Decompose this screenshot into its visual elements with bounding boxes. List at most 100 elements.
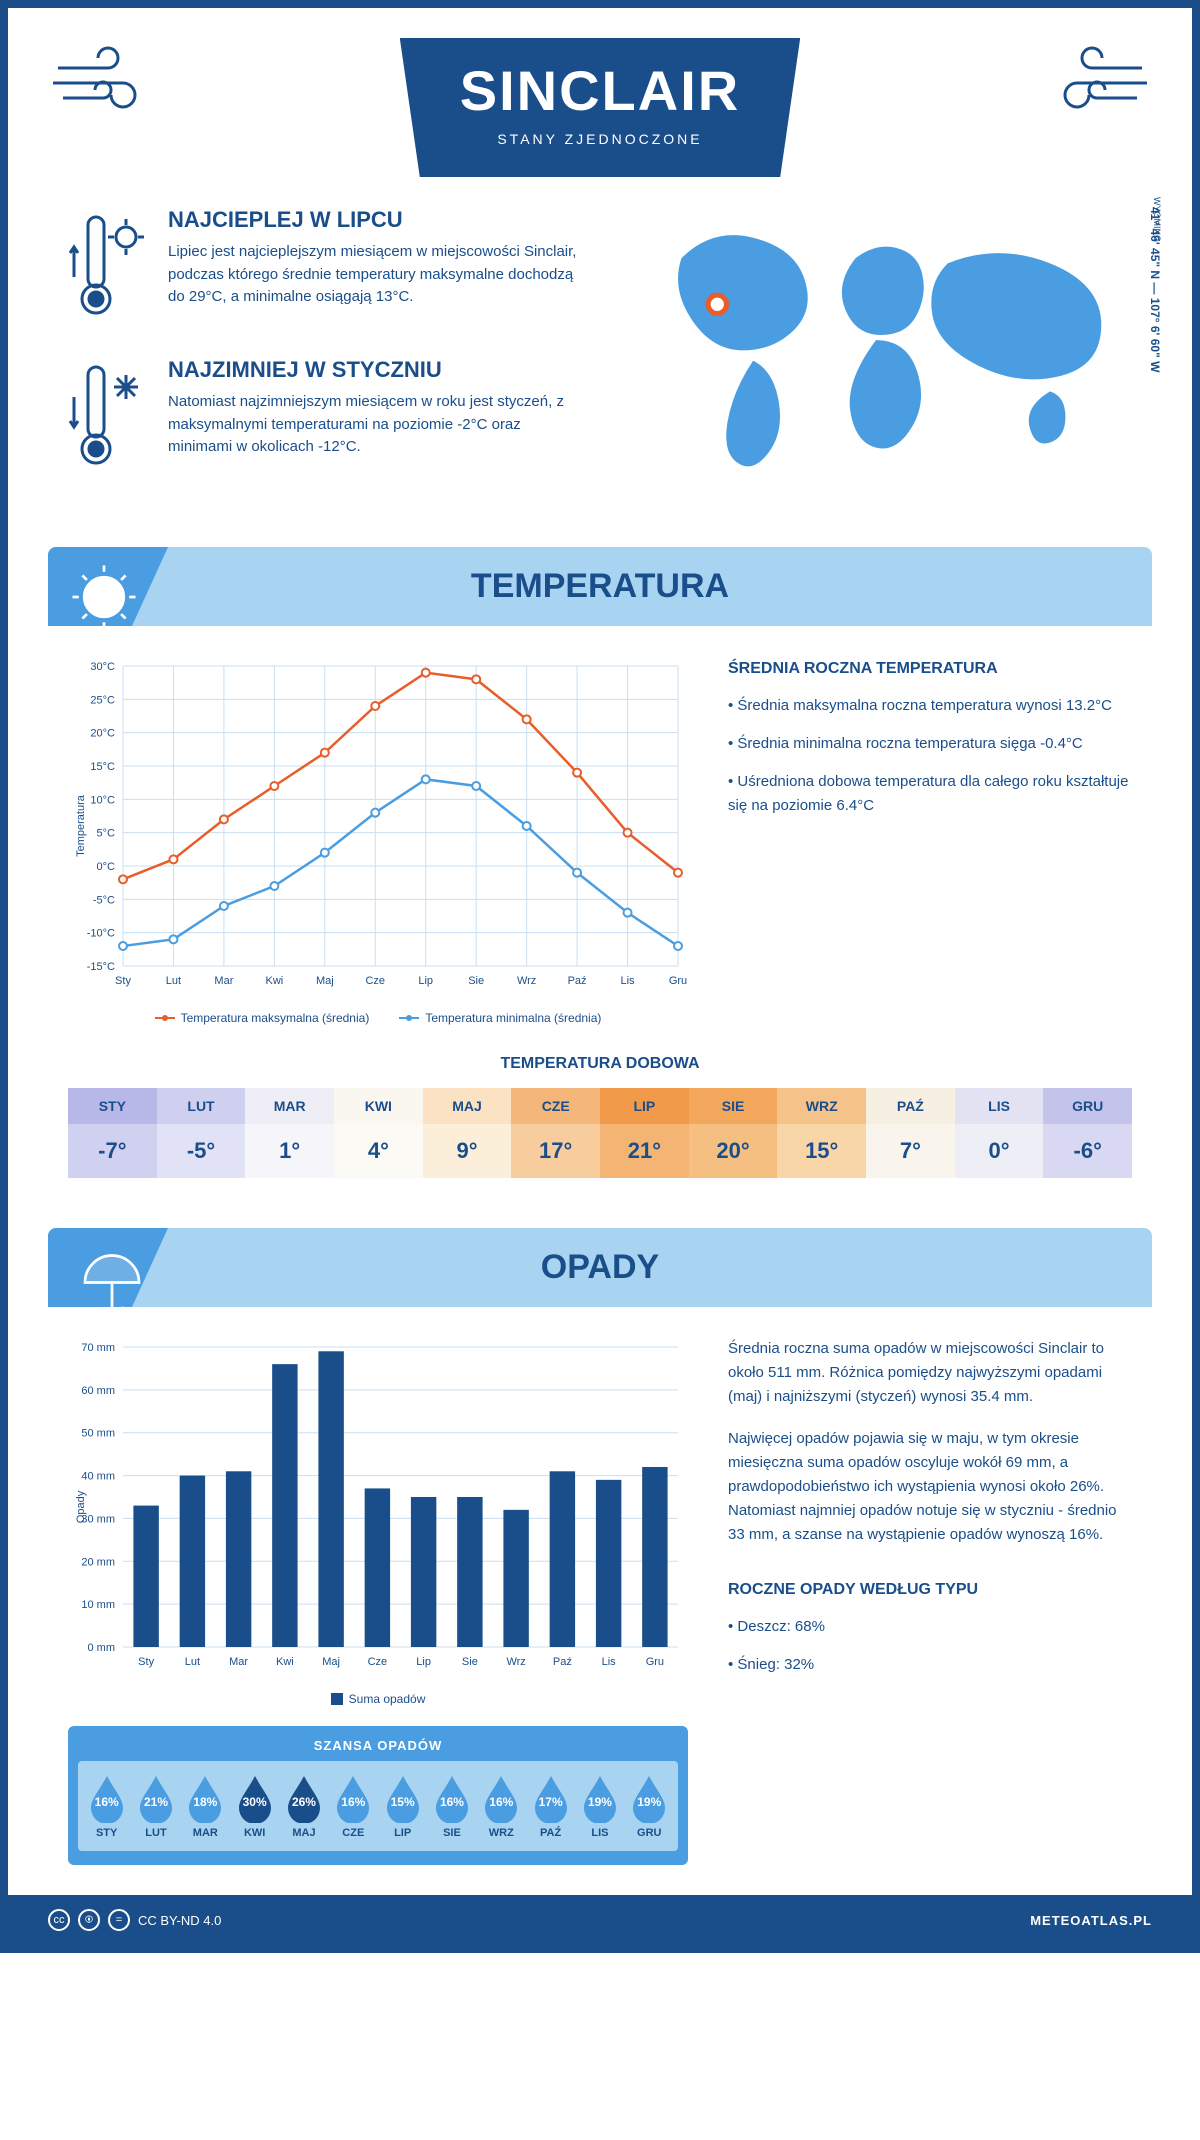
svg-text:Gru: Gru (669, 975, 687, 987)
svg-text:30°C: 30°C (90, 661, 115, 673)
svg-text:Cze: Cze (365, 975, 385, 987)
precip-legend: Suma opadów (68, 1692, 688, 1706)
svg-text:Opady: Opady (75, 1490, 87, 1523)
legend-min: Temperatura minimalna (średnia) (425, 1011, 601, 1025)
svg-text:20 mm: 20 mm (81, 1556, 115, 1568)
by-type-item: • Śnieg: 32% (728, 1653, 1132, 1677)
svg-text:Lut: Lut (166, 975, 181, 987)
temperature-line-chart: -15°C-10°C-5°C0°C5°C10°C15°C20°C25°C30°C… (68, 656, 688, 996)
thermometer-cold-icon (68, 357, 148, 477)
warmest-fact: NAJCIEPLEJ W LIPCU Lipiec jest najcieple… (68, 207, 580, 327)
svg-text:0°C: 0°C (97, 861, 116, 873)
svg-text:0 mm: 0 mm (88, 1642, 116, 1654)
daily-temp-cell: GRU-6° (1043, 1088, 1132, 1178)
svg-text:25°C: 25°C (90, 694, 115, 706)
drop-cell: 16%SIE (427, 1773, 476, 1839)
coordinates: 41° 46' 45" N — 107° 6' 60" W (1148, 207, 1162, 372)
license-text: CC BY-ND 4.0 (138, 1913, 221, 1928)
thermometer-hot-icon (68, 207, 148, 327)
svg-text:40 mm: 40 mm (81, 1471, 115, 1483)
svg-text:-5°C: -5°C (93, 894, 115, 906)
page-title: SINCLAIR (460, 58, 740, 123)
svg-text:Paź: Paź (553, 1656, 572, 1668)
by-icon: 🅯 (78, 1909, 100, 1931)
temperature-body: -15°C-10°C-5°C0°C5°C10°C15°C20°C25°C30°C… (8, 626, 1192, 1055)
drop-cell: 15%LIP (378, 1773, 427, 1839)
daily-temp-cell: STY-7° (68, 1088, 157, 1178)
temp-bullet: • Średnia minimalna roczna temperatura s… (728, 732, 1132, 756)
license: cc 🅯 = CC BY-ND 4.0 (48, 1909, 221, 1931)
drop-cell: 19%GRU (625, 1773, 674, 1839)
svg-text:70 mm: 70 mm (81, 1342, 115, 1354)
daily-temp-cell: PAŹ7° (866, 1088, 955, 1178)
daily-temp-cell: LUT-5° (157, 1088, 246, 1178)
by-type-title: ROCZNE OPADY WEDŁUG TYPU (728, 1577, 1132, 1603)
svg-text:Lis: Lis (621, 975, 636, 987)
svg-text:Paź: Paź (568, 975, 587, 987)
svg-text:10 mm: 10 mm (81, 1599, 115, 1611)
daily-temp-cell: SIE20° (689, 1088, 778, 1178)
precipitation-bar-chart: 0 mm10 mm20 mm30 mm40 mm50 mm60 mm70 mmS… (68, 1337, 688, 1677)
temp-info-title: ŚREDNIA ROCZNA TEMPERATURA (728, 656, 1132, 682)
temp-bullet: • Uśredniona dobowa temperatura dla całe… (728, 770, 1132, 818)
drop-cell: 30%KWI (230, 1773, 279, 1839)
temp-bullet: • Średnia maksymalna roczna temperatura … (728, 694, 1132, 718)
wind-icon-left (48, 38, 168, 118)
drop-cell: 21%LUT (131, 1773, 180, 1839)
footer: cc 🅯 = CC BY-ND 4.0 METEOATLAS.PL (8, 1895, 1192, 1945)
daily-temp-cell: LIP21° (600, 1088, 689, 1178)
svg-text:Wrz: Wrz (517, 975, 536, 987)
svg-text:60 mm: 60 mm (81, 1385, 115, 1397)
precip-paragraph: Najwięcej opadów pojawia się w maju, w t… (728, 1427, 1132, 1547)
daily-temp-section: TEMPERATURA DOBOWA STY-7°LUT-5°MAR1°KWI4… (8, 1055, 1192, 1208)
drop-cell: 16%CZE (329, 1773, 378, 1839)
precip-chance: SZANSA OPADÓW 16%STY21%LUT18%MAR30%KWI26… (68, 1726, 688, 1865)
svg-text:5°C: 5°C (97, 828, 116, 840)
by-type-item: • Deszcz: 68% (728, 1615, 1132, 1639)
precipitation-section-header: OPADY (48, 1228, 1152, 1307)
legend-max: Temperatura maksymalna (średnia) (181, 1011, 370, 1025)
svg-text:Sty: Sty (138, 1656, 154, 1668)
svg-text:50 mm: 50 mm (81, 1428, 115, 1440)
daily-temp-cell: KWI4° (334, 1088, 423, 1178)
title-banner: SINCLAIR STANY ZJEDNOCZONE (400, 38, 800, 177)
svg-text:Temperatura: Temperatura (75, 794, 87, 857)
svg-text:Sty: Sty (115, 975, 131, 987)
svg-text:Lis: Lis (602, 1656, 617, 1668)
coldest-title: NAJZIMNIEJ W STYCZNIU (168, 357, 580, 383)
svg-text:Sie: Sie (468, 975, 484, 987)
precip-paragraph: Średnia roczna suma opadów w miejscowośc… (728, 1337, 1132, 1409)
daily-temp-cell: WRZ15° (777, 1088, 866, 1178)
coldest-fact: NAJZIMNIEJ W STYCZNIU Natomiast najzimni… (68, 357, 580, 477)
svg-text:Lip: Lip (418, 975, 433, 987)
svg-text:Wrz: Wrz (506, 1656, 525, 1668)
svg-text:Lut: Lut (185, 1656, 200, 1668)
svg-text:Kwi: Kwi (265, 975, 283, 987)
daily-temp-cell: MAJ9° (423, 1088, 512, 1178)
warmest-text: Lipiec jest najcieplejszym miesiącem w m… (168, 241, 580, 309)
daily-temp-cell: MAR1° (245, 1088, 334, 1178)
svg-text:Mar: Mar (229, 1656, 248, 1668)
warmest-title: NAJCIEPLEJ W LIPCU (168, 207, 580, 233)
temperature-section-header: TEMPERATURA (48, 547, 1152, 626)
header: SINCLAIR STANY ZJEDNOCZONE (8, 8, 1192, 187)
daily-temp-title: TEMPERATURA DOBOWA (68, 1055, 1132, 1073)
precipitation-title: OPADY (68, 1248, 1132, 1287)
svg-text:Lip: Lip (416, 1656, 431, 1668)
wind-icon-right (1032, 38, 1152, 118)
svg-text:Maj: Maj (322, 1656, 340, 1668)
world-map: WYOMING 41° 46' 45" N — 107° 6' 60" W (620, 207, 1132, 507)
drop-cell: 26%MAJ (279, 1773, 328, 1839)
drop-cell: 19%LIS (575, 1773, 624, 1839)
drop-cell: 17%PAŹ (526, 1773, 575, 1839)
svg-text:Maj: Maj (316, 975, 334, 987)
svg-text:Cze: Cze (368, 1656, 388, 1668)
precipitation-body: 0 mm10 mm20 mm30 mm40 mm50 mm60 mm70 mmS… (8, 1307, 1192, 1895)
svg-text:Sie: Sie (462, 1656, 478, 1668)
svg-text:10°C: 10°C (90, 794, 115, 806)
drop-cell: 18%MAR (181, 1773, 230, 1839)
chance-title: SZANSA OPADÓW (78, 1730, 678, 1761)
svg-text:Kwi: Kwi (276, 1656, 294, 1668)
legend-precip: Suma opadów (349, 1692, 426, 1706)
coldest-text: Natomiast najzimniejszym miesiącem w rok… (168, 391, 580, 459)
